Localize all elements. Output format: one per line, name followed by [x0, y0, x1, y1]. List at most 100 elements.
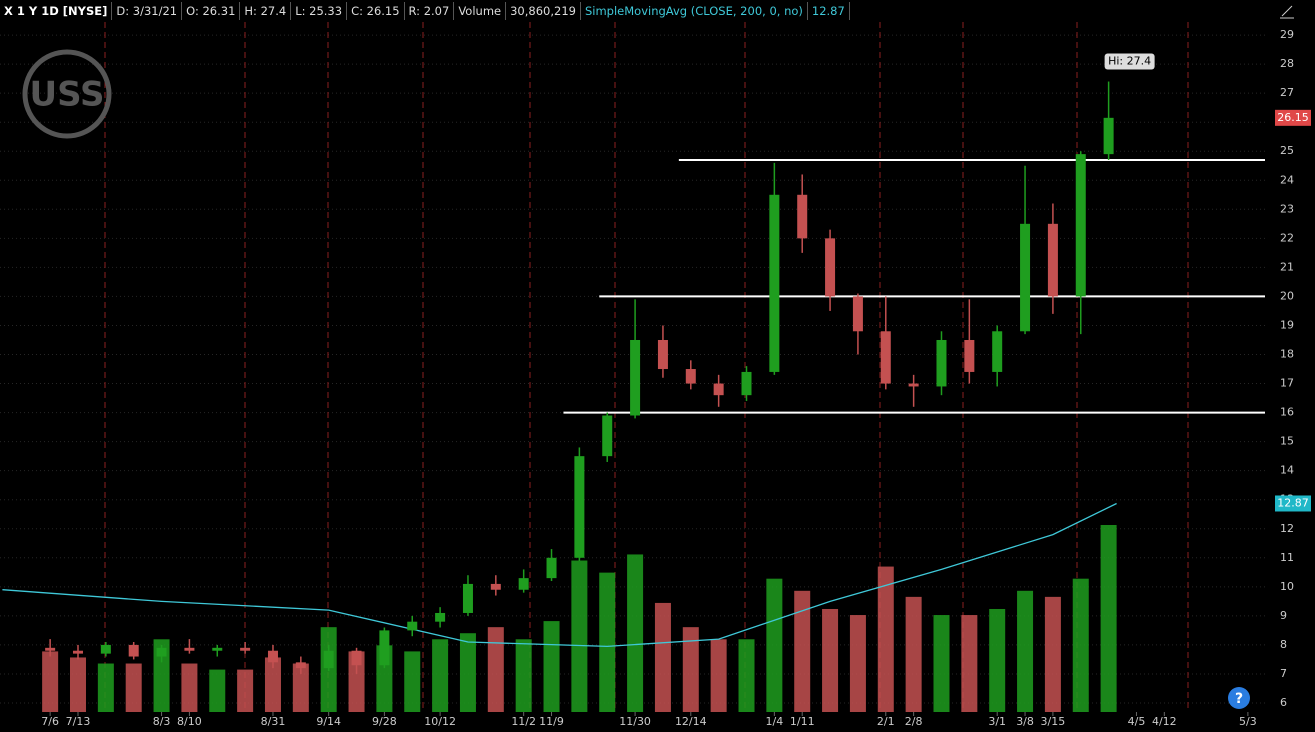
sma-tag	[1275, 495, 1311, 512]
sma-label: 12.87	[1277, 496, 1309, 509]
candle-body	[769, 194, 780, 372]
candle-body	[240, 647, 251, 651]
candle-body	[435, 612, 446, 622]
x-tick-label: 3/15	[1041, 715, 1066, 728]
candle-body	[407, 621, 418, 631]
x-tick-label: 7/13	[66, 715, 91, 728]
candle-body	[574, 456, 585, 558]
volume-bar	[682, 627, 699, 712]
y-tick-label: 25	[1280, 144, 1294, 157]
candle-body	[323, 650, 334, 669]
y-tick-label: 29	[1280, 28, 1294, 41]
candle-body	[295, 662, 306, 669]
header-item: D: 3/31/21	[112, 2, 183, 20]
x-tick-label: 9/28	[372, 715, 397, 728]
volume-bar	[292, 663, 309, 712]
y-tick-label: 21	[1280, 260, 1294, 273]
header-item: R: 2.07	[405, 2, 455, 20]
volume-bar	[515, 639, 532, 712]
last-price-label: 26.15	[1277, 111, 1309, 124]
x-tick-label: 8/31	[261, 715, 286, 728]
hi-callout-box	[1104, 53, 1155, 70]
candle-body	[936, 339, 947, 387]
last-price-tag	[1275, 109, 1311, 126]
volume-bar	[404, 651, 421, 712]
help-icon[interactable]: ?	[1235, 691, 1243, 707]
volume-bar	[209, 669, 226, 712]
header-item: C: 26.15	[347, 2, 405, 20]
candle-body	[128, 644, 139, 657]
candle-body	[100, 644, 111, 654]
candle-body	[45, 647, 56, 651]
x-tick-label: 8/3	[153, 715, 171, 728]
x-tick-label: 4/5	[1128, 715, 1146, 728]
volume-bar	[627, 554, 644, 712]
volume-bar	[97, 663, 114, 712]
volume-bar	[905, 596, 922, 712]
logo-ring	[22, 49, 112, 139]
settings-icon[interactable]	[1280, 5, 1294, 19]
volume-bar	[1100, 525, 1117, 712]
y-tick-label: 11	[1280, 551, 1294, 564]
candle-body	[212, 647, 223, 651]
volume-bar	[794, 590, 811, 712]
y-tick-label: 19	[1280, 318, 1294, 331]
x-tick-label: 5/3	[1239, 715, 1257, 728]
header-item: O: 26.31	[182, 2, 241, 20]
volume-bar	[849, 615, 866, 712]
candle-body	[351, 650, 362, 666]
y-tick-label: 6	[1280, 696, 1287, 709]
y-tick-label: 20	[1280, 289, 1294, 302]
candle-body	[797, 194, 808, 239]
volume-bar	[1017, 590, 1034, 712]
x-tick-label: 8/10	[177, 715, 202, 728]
x-tick-label: 7/6	[41, 715, 59, 728]
volume-bar	[348, 651, 365, 712]
candle-body	[72, 650, 83, 654]
volume-bar	[766, 578, 783, 712]
logo: USS	[29, 75, 104, 115]
x-tick-label: 4/12	[1152, 715, 1177, 728]
candle-body	[267, 650, 278, 663]
candle-body	[1047, 223, 1058, 297]
y-tick-label: 10	[1280, 580, 1294, 593]
volume-bar	[738, 639, 755, 712]
volume-bar	[654, 602, 671, 712]
volume-bar	[933, 615, 950, 712]
candle-body	[992, 331, 1003, 372]
header-item: X 1 Y 1D [NYSE]	[0, 2, 113, 20]
volume-bar	[822, 608, 839, 712]
y-tick-label: 22	[1280, 231, 1294, 244]
candle-body	[908, 383, 919, 387]
y-tick-label: 18	[1280, 348, 1294, 361]
candle-body	[1075, 154, 1086, 297]
header-item: 30,860,219	[506, 2, 581, 20]
header-item: H: 27.4	[240, 2, 292, 20]
x-tick-label: 2/1	[877, 715, 895, 728]
volume-bar	[961, 615, 978, 712]
candle-body	[630, 339, 641, 416]
x-tick-label: 12/14	[675, 715, 707, 728]
y-tick-label: 14	[1280, 464, 1294, 477]
volume-bar	[237, 669, 254, 712]
header-item: 12.87	[808, 2, 850, 20]
candle-body	[880, 331, 891, 384]
candle-body	[657, 339, 668, 370]
y-tick-label: 12	[1280, 522, 1294, 535]
volume-bar	[487, 627, 504, 712]
candle-body	[713, 383, 724, 396]
help-button[interactable]	[1228, 687, 1250, 709]
volume-bar	[153, 639, 170, 712]
volume-bar	[181, 663, 198, 712]
y-tick-label: 9	[1280, 609, 1287, 622]
candle-body	[156, 647, 167, 657]
x-tick-label: 9/14	[316, 715, 341, 728]
candle-body	[462, 583, 473, 613]
x-tick-label: 1/4	[766, 715, 784, 728]
y-tick-label: 28	[1280, 57, 1294, 70]
y-tick-label: 27	[1280, 86, 1294, 99]
y-axis-area	[1265, 0, 1315, 732]
y-tick-label: 23	[1280, 202, 1294, 215]
